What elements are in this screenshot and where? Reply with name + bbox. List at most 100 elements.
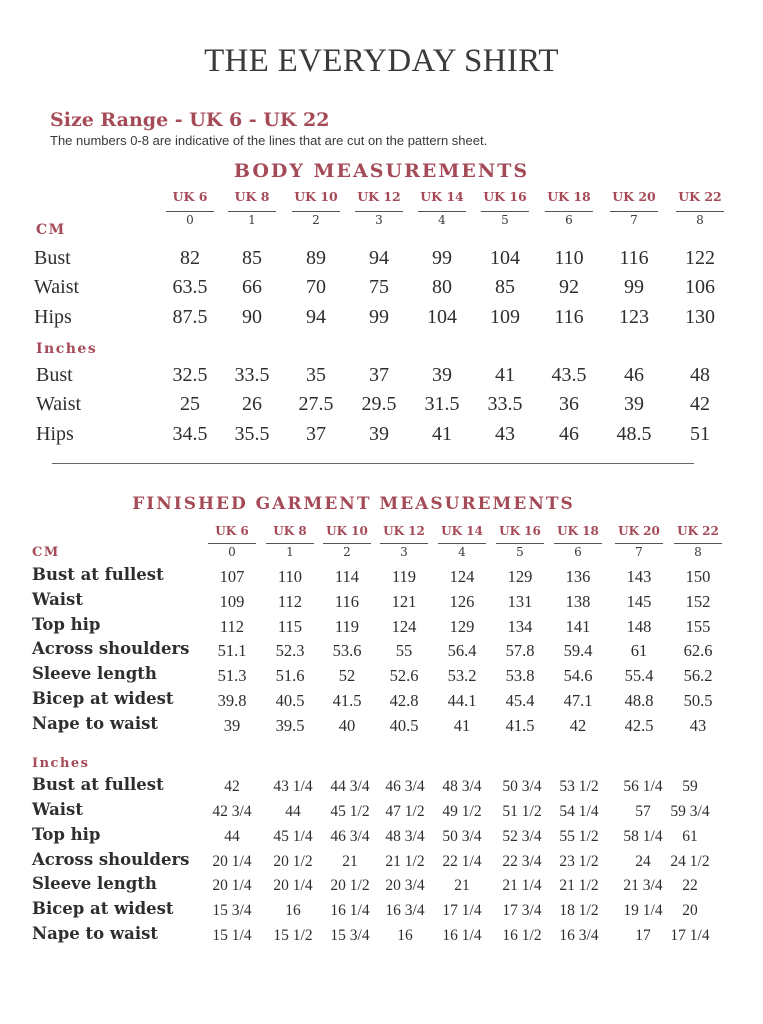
measurement-value: 17 3/4	[502, 902, 542, 919]
measurement-label: Nape to waist	[32, 714, 158, 733]
measurement-value: 50 3/4	[442, 828, 482, 845]
measurement-value: 116	[554, 306, 584, 328]
measurement-value: 33.5	[234, 364, 270, 386]
size-underline	[481, 211, 529, 212]
measurement-value: 99	[432, 247, 452, 269]
measurement-label: Top hip	[32, 825, 101, 844]
measurement-value: 34.5	[172, 423, 208, 445]
size-label: UK 6	[215, 524, 249, 538]
size-label: UK 20	[612, 189, 656, 204]
page-title: THE EVERYDAY SHIRT	[204, 43, 559, 79]
measurement-value: 46	[624, 364, 644, 386]
cm-unit-label: CM	[32, 545, 60, 560]
measurement-value: 47 1/2	[385, 803, 425, 820]
measurement-value: 104	[427, 306, 457, 328]
measurement-value: 16 1/2	[502, 927, 542, 944]
size-label: UK 12	[383, 524, 425, 538]
measurement-label: Top hip	[32, 615, 101, 634]
measurement-value: 21 1/4	[502, 877, 542, 894]
measurement-value: 94	[306, 306, 326, 328]
measurement-value: 52	[338, 666, 356, 685]
measurement-value: 55	[395, 641, 413, 660]
measurement-value: 40.5	[389, 716, 419, 735]
pattern-line-number: 2	[343, 545, 351, 559]
measurement-value: 119	[334, 617, 360, 636]
size-label: UK 18	[557, 524, 599, 538]
measurement-value: 16 1/4	[442, 927, 482, 944]
measurement-value: 55.4	[624, 666, 654, 685]
measurement-value: 116	[619, 247, 649, 269]
measurement-value: 119	[391, 567, 417, 586]
pattern-line-number: 6	[574, 545, 582, 559]
pattern-line-number: 3	[400, 545, 408, 559]
measurement-value: 22 3/4	[502, 853, 542, 870]
measurement-value: 44 3/4	[330, 778, 370, 795]
measurement-value: 115	[277, 617, 303, 636]
measurement-value: 36	[559, 393, 579, 415]
size-label: UK 18	[547, 189, 591, 204]
measurement-value: 99	[369, 306, 389, 328]
measurement-value: 40.5	[275, 691, 305, 710]
measurement-value: 15 3/4	[330, 927, 370, 944]
size-label: UK 20	[618, 524, 660, 538]
section-divider	[52, 463, 694, 464]
measurement-value: 51 1/2	[502, 803, 542, 820]
measurement-value: 15 3/4	[212, 902, 252, 919]
measurement-value: 37	[369, 364, 389, 386]
measurement-label: Across shoulders	[32, 639, 190, 658]
size-label: UK 22	[678, 189, 722, 204]
measurement-value: 110	[554, 247, 584, 269]
pattern-line-number: 3	[375, 213, 383, 227]
measurement-value: 143	[626, 567, 652, 586]
measurement-value: 150	[685, 567, 711, 586]
measurement-value: 61	[682, 828, 698, 845]
measurement-value: 55 1/2	[559, 828, 599, 845]
measurement-value: 87.5	[172, 306, 208, 328]
measurement-value: 145	[626, 592, 652, 611]
measurement-value: 37	[306, 423, 326, 445]
measurement-value: 99	[624, 276, 644, 298]
measurement-value: 85	[242, 247, 262, 269]
measurement-value: 82	[180, 247, 200, 269]
measurement-value: 41.5	[332, 691, 362, 710]
pattern-line-number: 5	[501, 213, 509, 227]
measurement-value: 51.1	[217, 641, 247, 660]
measurement-value: 66	[242, 276, 262, 298]
measurement-value: 56 1/4	[623, 778, 663, 795]
measurement-value: 21	[454, 877, 470, 894]
measurement-label: Sleeve length	[32, 664, 157, 683]
size-underline	[676, 211, 724, 212]
measurement-value: 53.8	[505, 666, 535, 685]
measurement-value: 20	[682, 902, 698, 919]
measurement-value: 45.4	[505, 691, 535, 710]
measurement-value: 17	[635, 927, 651, 944]
measurement-value: 57.8	[505, 641, 535, 660]
measurement-value: 124	[391, 617, 417, 636]
measurement-value: 32.5	[172, 364, 208, 386]
pattern-line-number: 4	[438, 213, 446, 227]
measurement-value: 50 3/4	[502, 778, 542, 795]
measurement-value: 114	[334, 567, 360, 586]
pattern-line-number: 0	[186, 213, 194, 227]
measurement-value: 44	[224, 828, 240, 845]
measurement-value: 129	[507, 567, 533, 586]
size-label: UK 10	[326, 524, 368, 538]
size-underline	[323, 543, 371, 544]
measurement-value: 80	[432, 276, 452, 298]
measurement-value: 43 1/4	[273, 778, 313, 795]
measurement-value: 39	[369, 423, 389, 445]
measurement-value: 43.5	[551, 364, 587, 386]
size-range-heading: Size Range - UK 6 - UK 22	[50, 109, 330, 131]
measurement-value: 21 1/2	[385, 853, 425, 870]
measurement-value: 54.6	[563, 666, 593, 685]
measurement-value: 16	[285, 902, 301, 919]
measurement-value: 63.5	[172, 276, 208, 298]
measurement-value: 42	[569, 716, 587, 735]
measurement-value: 106	[685, 276, 715, 298]
size-label: UK 16	[499, 524, 541, 538]
measurement-value: 124	[449, 567, 475, 586]
measurement-value: 70	[306, 276, 326, 298]
measurement-value: 54 1/4	[559, 803, 599, 820]
measurement-value: 123	[619, 306, 649, 328]
